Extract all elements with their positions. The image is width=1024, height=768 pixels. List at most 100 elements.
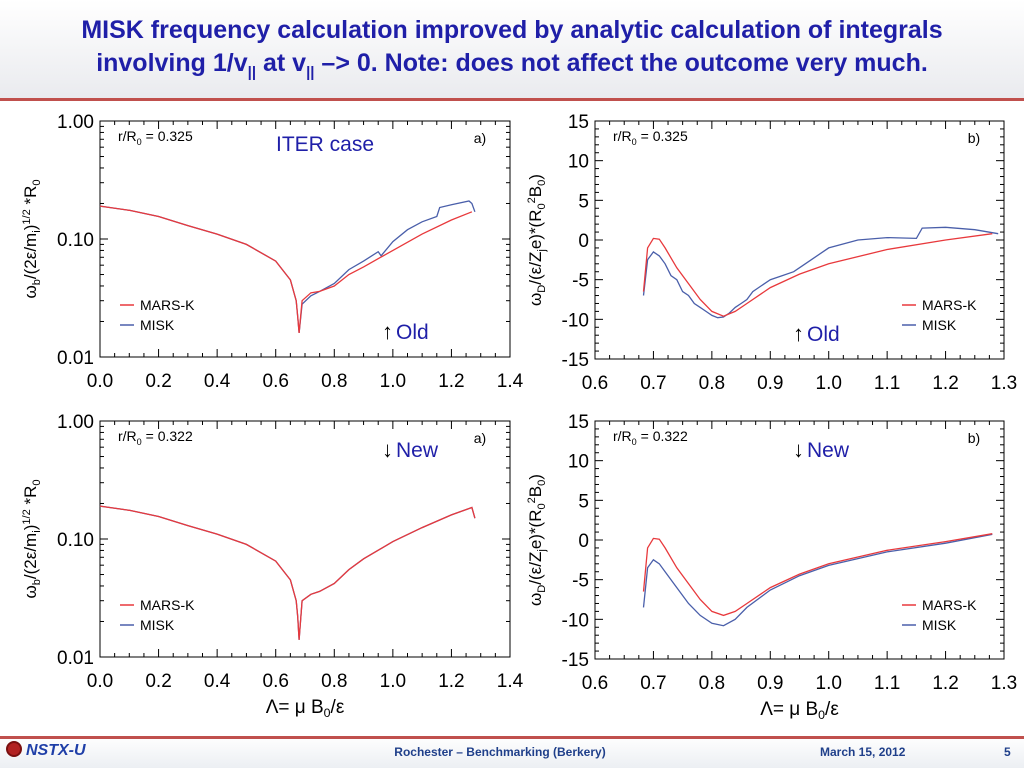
param-label: r/R0 = 0.325 bbox=[613, 128, 688, 147]
panel-tag: a) bbox=[474, 130, 486, 146]
y-tick-label: 1.00 bbox=[57, 412, 94, 433]
param-label: r/R0 = 0.322 bbox=[118, 428, 193, 447]
y-tick-label: -15 bbox=[562, 650, 589, 671]
y-axis-label-part: 1/2 bbox=[21, 509, 33, 524]
y-axis-label-part: b bbox=[31, 579, 43, 585]
param-label: r/R0 = 0.325 bbox=[118, 128, 193, 147]
x-tick-label: 0.7 bbox=[640, 673, 666, 694]
y-axis-label-part: 0 bbox=[31, 179, 43, 185]
y-axis-label: ωD/(ε/Zje)*(R02B0) bbox=[526, 474, 548, 606]
x-tick-label: 1.0 bbox=[816, 673, 842, 694]
y-tick-label: -15 bbox=[562, 350, 589, 371]
title-line-1: MISK frequency calculation improved by a… bbox=[81, 16, 943, 44]
y-axis-label-part: D bbox=[536, 285, 548, 293]
plot-frame bbox=[99, 120, 511, 358]
legend-label: MARS-K bbox=[140, 597, 195, 613]
x-tick-label: 1.2 bbox=[438, 671, 464, 692]
y-tick-label: -5 bbox=[572, 271, 589, 292]
y-tick-label: 5 bbox=[578, 491, 589, 512]
x-tick-label: 0.2 bbox=[145, 371, 171, 392]
chart-drift-new: 0.6 0.7 0.8 0.9 1.0 1.1 1.2 1.3 15 10 5 0 -5 -10 -15 ωD… bbox=[526, 412, 1017, 722]
panel-tag: b) bbox=[968, 130, 980, 146]
x-tick-label: 0.6 bbox=[263, 371, 289, 392]
chart-bounce-new: 0.0 0.2 0.4 0.6 0.8 1.0 1.2 1.4 1.00 0.10 0.01 ωb/(… bbox=[21, 412, 524, 720]
x-tick-label: 0.4 bbox=[204, 371, 231, 392]
x-tick-label: 1.3 bbox=[991, 373, 1017, 394]
y-axis-label-part: ) bbox=[526, 174, 545, 180]
legend-label: MARS-K bbox=[922, 297, 977, 313]
footer-date: March 15, 2012 bbox=[820, 745, 906, 759]
y-axis-label-part: /(2ε/m bbox=[21, 533, 40, 579]
y-axis-label-part: D bbox=[536, 585, 548, 593]
y-axis-label-part: B bbox=[526, 486, 545, 497]
y-axis-label-part: ) bbox=[526, 474, 545, 480]
y-axis-label-part: b bbox=[31, 279, 43, 285]
y-axis-label-part: 0 bbox=[536, 203, 548, 209]
x-tick-label: 1.2 bbox=[438, 371, 464, 392]
param-label-part: 0 bbox=[137, 137, 142, 147]
title-sub-1: || bbox=[247, 64, 257, 81]
x-axis-label-part: Λ= μ B bbox=[266, 697, 324, 718]
slide-header bbox=[0, 0, 1024, 100]
plot-frame bbox=[594, 420, 1005, 660]
arrow-down-icon: ↓ bbox=[382, 437, 393, 462]
param-label-part: = 0.322 bbox=[142, 428, 193, 444]
y-tick-label: -5 bbox=[572, 571, 589, 592]
param-label-part: r/R bbox=[118, 128, 137, 144]
y-axis-label-part: 0 bbox=[536, 180, 548, 186]
y-axis-label-part: 2 bbox=[526, 497, 538, 503]
param-label-part: r/R bbox=[613, 428, 632, 444]
y-axis-label-part: /(ε/Z bbox=[526, 552, 545, 585]
plot-frame bbox=[594, 120, 1005, 360]
note-label: Old bbox=[396, 321, 429, 344]
x-tick-label: 0.6 bbox=[582, 673, 608, 694]
x-tick-label: 0.8 bbox=[321, 671, 347, 692]
y-tick-label: 1.00 bbox=[57, 112, 94, 133]
header-rule bbox=[0, 98, 1024, 101]
x-tick-label: 1.4 bbox=[497, 671, 524, 692]
y-axis-label-part: e)*(R bbox=[526, 510, 545, 550]
chart-canvas: 0.0 0.2 0.4 0.6 0.8 1.0 1.2 1.41.000.100.01ωb/(… bbox=[21, 112, 1017, 722]
y-tick-label: 10 bbox=[568, 452, 589, 473]
y-tick-label: 0.01 bbox=[57, 648, 94, 669]
x-tick-label: 0.9 bbox=[757, 373, 783, 394]
y-axis-label: ωb/(2ε/mi)1/2 *R0 bbox=[21, 479, 43, 598]
footer-logo-text: NSTX-U bbox=[26, 742, 86, 759]
footer-center-text: Rochester – Benchmarking (Berkery) bbox=[394, 745, 606, 759]
x-tick-label: 0.4 bbox=[204, 671, 231, 692]
note-label: Old bbox=[807, 323, 840, 346]
arrow-down-icon: ↓ bbox=[793, 437, 804, 462]
x-axis-label-part: 0 bbox=[818, 708, 825, 722]
y-axis-label-part: 0 bbox=[536, 480, 548, 486]
legend-label: MISK bbox=[922, 317, 957, 333]
param-label-part: 0 bbox=[632, 137, 637, 147]
x-axis-label: Λ= μ B0/ε bbox=[760, 699, 839, 722]
y-axis-label-part: 0 bbox=[536, 503, 548, 509]
param-label: r/R0 = 0.322 bbox=[613, 428, 688, 447]
series-line-misk bbox=[642, 226, 999, 319]
x-tick-label: 0.9 bbox=[757, 673, 783, 694]
y-axis-label-part: ω bbox=[21, 585, 40, 598]
x-tick-label: 1.0 bbox=[816, 373, 842, 394]
param-label-part: 0 bbox=[632, 437, 637, 447]
param-label-part: = 0.322 bbox=[637, 428, 688, 444]
y-axis-label-part: i bbox=[31, 230, 43, 232]
page-number: 5 bbox=[1004, 745, 1011, 759]
y-tick-label: 5 bbox=[578, 191, 589, 212]
legend-label: MISK bbox=[140, 317, 175, 333]
series-line-marsk bbox=[642, 233, 993, 317]
note-label: New bbox=[396, 439, 439, 462]
y-axis-label-part: ω bbox=[526, 293, 545, 306]
slide-footer bbox=[0, 736, 1024, 768]
y-axis-label-part: /(2ε/m bbox=[21, 233, 40, 279]
series-line-marsk bbox=[99, 205, 473, 333]
series-line-misk bbox=[642, 533, 993, 627]
y-axis-label-part: j bbox=[536, 249, 548, 252]
y-axis-label-part: i bbox=[31, 530, 43, 532]
y-tick-label: 15 bbox=[568, 112, 589, 133]
y-axis-label-part: ω bbox=[21, 285, 40, 298]
x-tick-label: 1.4 bbox=[497, 371, 524, 392]
y-axis-label-part: /(ε/Z bbox=[526, 252, 545, 285]
param-label-part: r/R bbox=[118, 428, 137, 444]
legend-label: MISK bbox=[922, 617, 957, 633]
